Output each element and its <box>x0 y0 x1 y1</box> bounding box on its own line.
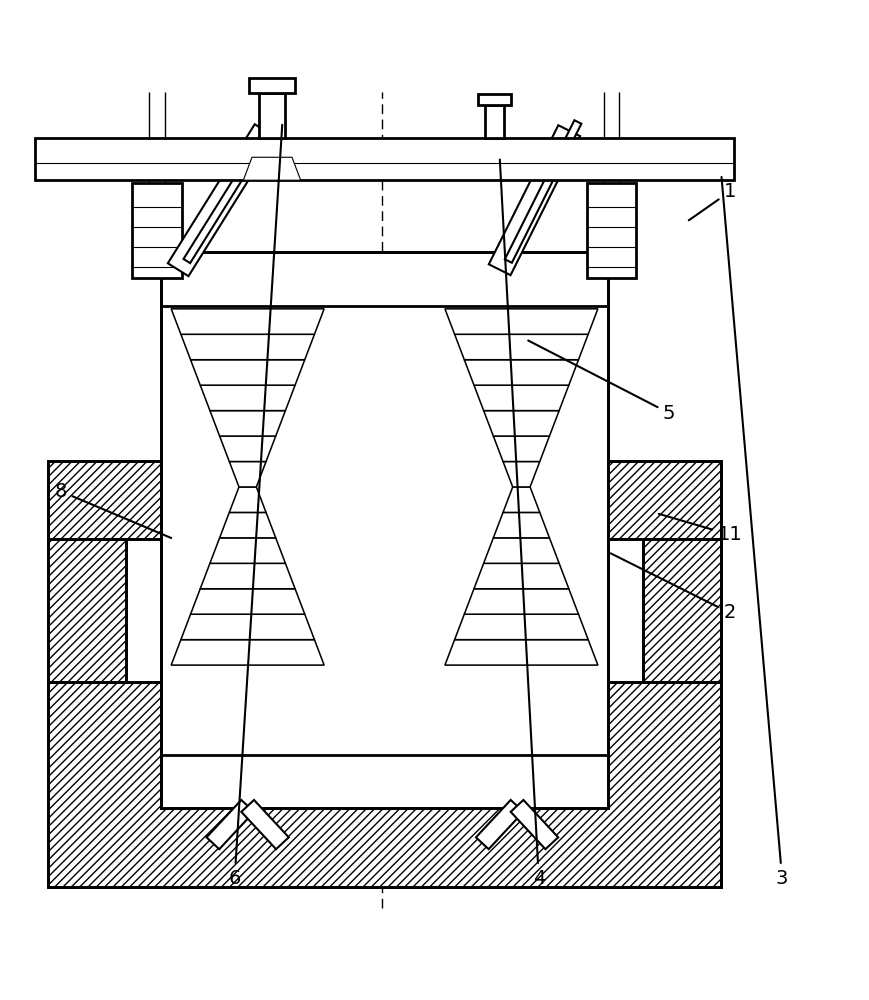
Bar <box>587 183 636 278</box>
Bar <box>48 682 721 887</box>
Bar <box>48 461 174 539</box>
Text: 8: 8 <box>55 482 171 538</box>
Polygon shape <box>505 120 581 263</box>
Polygon shape <box>220 436 275 462</box>
Bar <box>48 682 721 887</box>
Bar <box>161 252 608 808</box>
Text: 3: 3 <box>721 177 788 888</box>
Polygon shape <box>229 462 266 487</box>
Polygon shape <box>229 487 266 512</box>
Polygon shape <box>171 640 324 665</box>
Polygon shape <box>503 462 540 487</box>
Bar <box>259 93 285 138</box>
Bar <box>643 539 721 682</box>
Bar <box>485 105 504 138</box>
Bar <box>161 755 608 808</box>
Polygon shape <box>494 512 549 538</box>
Polygon shape <box>445 640 598 665</box>
Polygon shape <box>242 800 289 849</box>
Bar <box>48 461 174 539</box>
Polygon shape <box>190 360 305 385</box>
Polygon shape <box>200 563 295 589</box>
Bar <box>35 138 734 180</box>
Bar <box>643 539 721 682</box>
Text: 5: 5 <box>528 341 675 423</box>
Bar <box>249 78 295 93</box>
Bar <box>595 461 721 539</box>
Bar <box>48 539 126 682</box>
Polygon shape <box>474 563 569 589</box>
Polygon shape <box>210 411 285 436</box>
Bar <box>48 539 126 682</box>
Bar <box>595 461 721 539</box>
Bar <box>132 183 182 278</box>
Polygon shape <box>454 334 588 360</box>
Polygon shape <box>168 124 275 276</box>
Polygon shape <box>484 538 559 563</box>
Text: 6: 6 <box>229 125 282 888</box>
Polygon shape <box>181 334 315 360</box>
Polygon shape <box>464 589 579 614</box>
Polygon shape <box>183 120 277 263</box>
Text: 11: 11 <box>659 514 742 544</box>
Polygon shape <box>200 385 295 411</box>
Polygon shape <box>171 309 324 334</box>
Text: 1: 1 <box>689 182 736 220</box>
Polygon shape <box>445 309 598 334</box>
Polygon shape <box>181 614 315 640</box>
Polygon shape <box>484 411 559 436</box>
Text: 4: 4 <box>500 160 545 888</box>
Polygon shape <box>494 436 549 462</box>
Polygon shape <box>190 589 305 614</box>
Polygon shape <box>220 512 275 538</box>
Polygon shape <box>511 800 558 849</box>
Polygon shape <box>210 538 285 563</box>
Bar <box>478 94 511 105</box>
Polygon shape <box>474 385 569 411</box>
Polygon shape <box>503 487 540 512</box>
Polygon shape <box>454 614 588 640</box>
Text: 2: 2 <box>611 553 736 622</box>
Polygon shape <box>476 800 523 849</box>
Bar <box>161 252 608 306</box>
Polygon shape <box>464 360 579 385</box>
Polygon shape <box>488 125 580 275</box>
Bar <box>161 252 608 808</box>
Polygon shape <box>243 157 301 180</box>
Polygon shape <box>207 800 254 849</box>
